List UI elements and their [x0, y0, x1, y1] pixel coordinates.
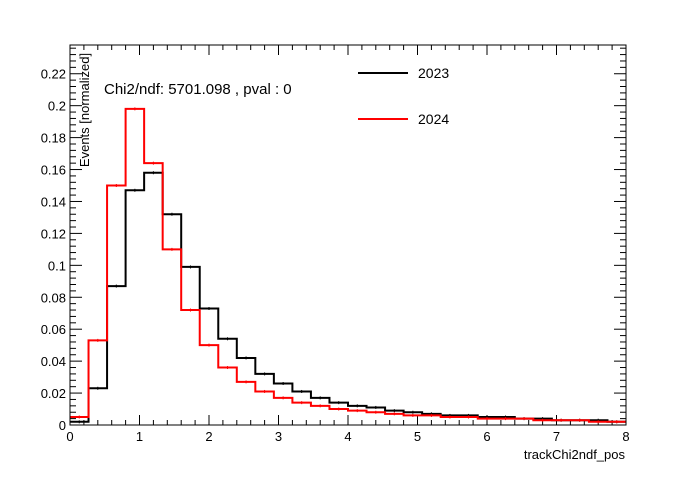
y-tick-label: 0 — [59, 418, 66, 433]
x-tick-label: 7 — [553, 429, 560, 444]
x-tick-label: 8 — [622, 429, 629, 444]
x-tick-label: 3 — [275, 429, 282, 444]
y-tick-label: 0.18 — [41, 131, 66, 146]
y-tick-label: 0.2 — [48, 99, 66, 114]
series-group — [70, 107, 626, 424]
x-tick-label: 1 — [136, 429, 143, 444]
legend-label-2024: 2024 — [418, 111, 449, 127]
x-tick-label: 6 — [483, 429, 490, 444]
y-tick-label: 0.14 — [41, 194, 66, 209]
histogram-line-2024 — [70, 107, 626, 423]
y-tick-label: 0.16 — [41, 163, 66, 178]
y-tick-label: 0.04 — [41, 354, 66, 369]
tick-labels: 0 1 2 3 4 5 6 7 8 0 0.02 0.04 0.06 0.08 0.1 0.12 0.14 0.1… — [41, 67, 630, 444]
series-2024 — [70, 107, 626, 424]
y-tick-label: 0.06 — [41, 322, 66, 337]
legend: 2023 2024 — [358, 65, 449, 127]
y-tick-label: 0.1 — [48, 258, 66, 273]
y-tick-label: 0.22 — [41, 67, 66, 82]
x-tick-label: 5 — [414, 429, 421, 444]
legend-label-2023: 2023 — [418, 65, 449, 81]
y-tick-label: 0.08 — [41, 290, 66, 305]
plot-frame — [69, 44, 627, 426]
x-axis-label: trackChi2ndf_pos — [524, 447, 626, 462]
y-tick-label: 0.02 — [41, 386, 66, 401]
x-tick-label: 2 — [205, 429, 212, 444]
x-tick-label: 4 — [344, 429, 351, 444]
y-tick-label: 0.12 — [41, 226, 66, 241]
fit-annotation: Chi2/ndf: 5701.098 , pval : 0 — [104, 81, 292, 98]
x-tick-label: 0 — [66, 429, 73, 444]
y-axis-label: Events [normalized] — [77, 53, 92, 167]
axis-ticks — [69, 45, 627, 426]
